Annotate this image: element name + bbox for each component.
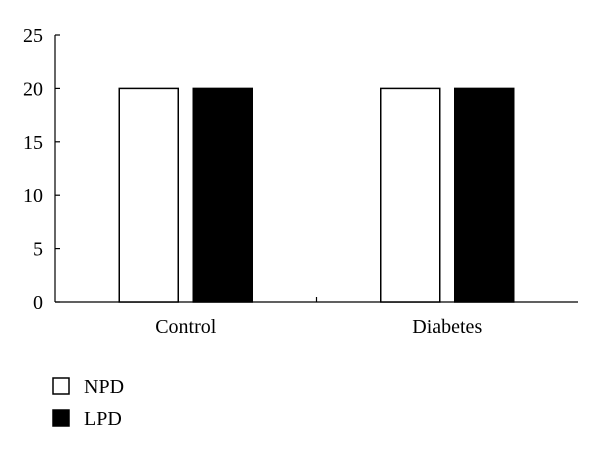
y-tick-label: 0 [33,292,43,314]
legend-label-npd: NPD [84,376,124,398]
legend-swatch-lpd [52,409,70,427]
x-axis: Control Diabetes [55,297,578,338]
legend: NPD LPD [52,376,124,430]
bars [118,87,515,303]
y-axis: 0 5 10 15 20 25 [23,25,60,314]
legend-label-lpd: LPD [84,408,122,430]
bar-npd-control [118,87,179,303]
y-tick-label: 10 [23,185,43,207]
y-tick-label: 20 [23,78,43,100]
x-category-label: Control [155,316,217,338]
x-category-label: Diabetes [412,316,482,338]
y-tick-label: 25 [23,25,43,47]
bar-npd-diabetes [380,87,441,303]
bar-lpd-diabetes [454,87,515,303]
y-tick-label: 15 [23,132,43,154]
legend-swatch-npd [52,377,70,395]
y-tick-label: 5 [33,239,43,261]
bar-lpd-control [192,87,253,303]
